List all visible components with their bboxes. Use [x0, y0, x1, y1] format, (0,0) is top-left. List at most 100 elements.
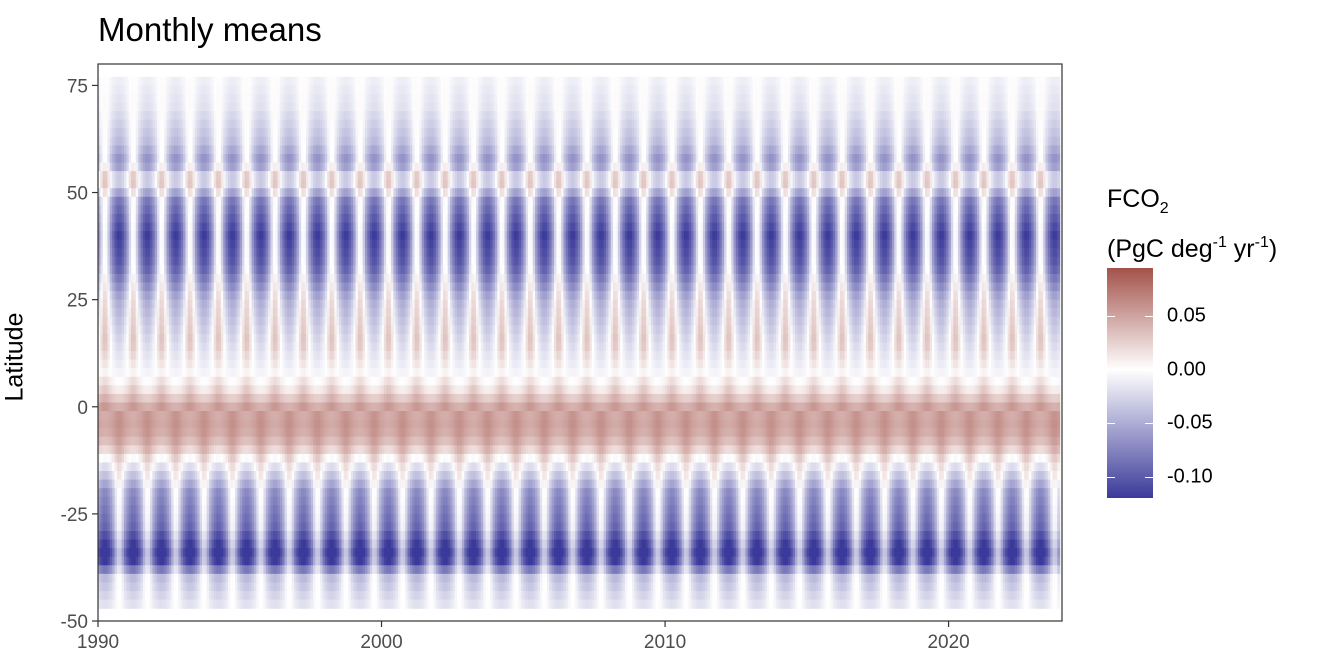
heat-cell: [551, 93, 555, 104]
heat-cell: [608, 111, 612, 121]
heat-cell: [305, 111, 309, 121]
heat-cell: [561, 128, 565, 138]
heat-cell: [629, 93, 633, 104]
heat-cell: [334, 93, 338, 104]
heat-cell: [379, 93, 383, 104]
heat-cell: [981, 102, 985, 112]
heat-cell: [896, 85, 900, 95]
heat-cell: [740, 111, 744, 121]
heat-cell: [924, 102, 928, 112]
heat-cell: [135, 111, 139, 121]
heat-cell: [622, 119, 626, 129]
heat-cell: [976, 93, 980, 104]
heat-cell: [863, 102, 867, 112]
heat-cell: [294, 85, 298, 95]
heat-cell: [379, 102, 383, 112]
heat-cell: [459, 102, 463, 112]
heat-cell: [544, 128, 548, 138]
heat-cell: [783, 102, 787, 112]
heat-cell: [639, 76, 643, 87]
heat-cell: [1000, 85, 1004, 95]
heat-cell: [161, 93, 165, 104]
heat-cell: [894, 85, 898, 95]
heat-cell: [809, 102, 813, 112]
heat-cell: [783, 85, 787, 95]
heat-cell: [464, 102, 468, 112]
heat-cell: [416, 85, 420, 95]
heat-cell: [554, 128, 557, 138]
heat-cell: [454, 85, 458, 95]
heat-cell: [790, 102, 794, 112]
heat-cell: [298, 102, 302, 112]
heat-cell: [499, 102, 503, 112]
heat-cell: [1026, 119, 1030, 129]
heat-cell: [107, 102, 111, 112]
heat-cell: [483, 119, 487, 129]
heat-cell: [570, 128, 574, 138]
heat-cell: [969, 85, 973, 95]
heat-cell: [828, 111, 832, 121]
heat-cell: [761, 85, 765, 95]
heat-cell: [199, 111, 203, 121]
heat-cell: [627, 111, 631, 121]
heat-cell: [350, 119, 354, 129]
heat-cell: [164, 93, 168, 104]
heat-cell: [712, 93, 716, 104]
heat-cell: [407, 111, 411, 121]
heat-cell: [965, 76, 969, 87]
heat-cell: [936, 119, 940, 129]
heat-cell: [811, 85, 815, 95]
heat-cell: [894, 111, 898, 121]
heat-cell: [816, 85, 820, 95]
heat-cell: [821, 119, 824, 129]
heat-cell: [624, 76, 628, 87]
heat-cell: [353, 119, 357, 129]
heat-cell: [993, 85, 997, 95]
heat-cell: [598, 85, 602, 95]
heat-cell: [362, 85, 366, 95]
heat-cell: [544, 102, 548, 112]
heat-cell: [846, 76, 850, 87]
heat-cell: [790, 111, 794, 121]
heat-cell: [284, 76, 288, 87]
heat-cell: [133, 93, 137, 104]
heat-cell: [1010, 111, 1013, 121]
heat-cell: [546, 93, 550, 104]
heat-cell: [927, 93, 931, 104]
heat-cell: [769, 85, 772, 95]
heat-cell: [665, 102, 669, 112]
heat-cell: [334, 76, 338, 87]
heat-cell: [809, 85, 813, 95]
heat-cell: [119, 111, 123, 121]
heat-cell: [962, 102, 966, 112]
heat-cell: [114, 111, 118, 121]
heat-cell: [305, 128, 309, 138]
heat-cell: [802, 111, 806, 121]
heat-cell: [913, 119, 917, 129]
heat-cell: [197, 93, 201, 104]
heat-cell: [159, 111, 163, 121]
heat-cell: [1024, 76, 1028, 87]
heat-cell: [220, 102, 224, 112]
heat-cell: [178, 102, 182, 112]
heat-cell: [636, 76, 640, 87]
heat-cell: [1005, 119, 1009, 129]
heat-cell: [1033, 76, 1037, 87]
heat-cell: [336, 85, 340, 95]
heat-cell: [242, 111, 246, 121]
heat-cell: [759, 85, 763, 95]
heat-cell: [187, 119, 191, 129]
heat-cell: [216, 85, 220, 95]
heat-cell: [112, 76, 116, 87]
heat-cell: [745, 93, 749, 104]
heat-cell: [757, 85, 761, 95]
heat-cell: [149, 111, 153, 121]
heat-cell: [1057, 85, 1061, 95]
heat-cell: [364, 85, 368, 95]
heat-cell: [825, 111, 829, 121]
heat-cell: [795, 102, 798, 112]
heat-cell: [620, 102, 624, 112]
heat-cell: [880, 93, 884, 104]
heat-cell: [717, 102, 720, 112]
heat-cell: [880, 119, 884, 129]
